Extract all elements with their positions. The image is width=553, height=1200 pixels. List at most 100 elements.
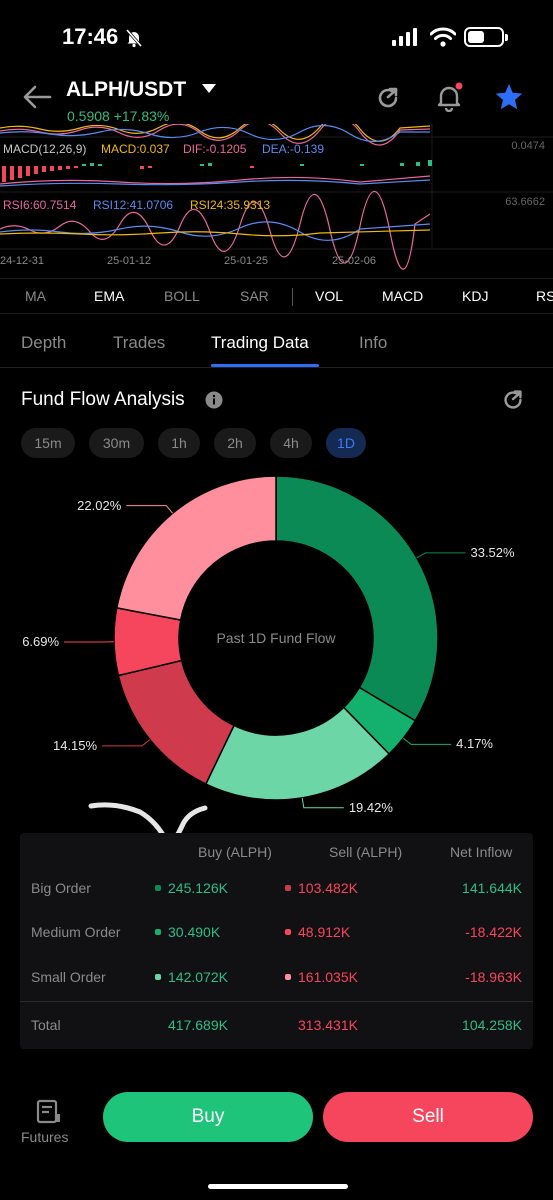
donut-slice[interactable] xyxy=(115,475,277,621)
pair-title[interactable]: ALPH/USDT xyxy=(66,78,187,101)
donut-center-label: Past 1D Fund Flow xyxy=(216,630,336,646)
fund-flow-table: Buy (ALPH) Sell (ALPH) Net Inflow Big Or… xyxy=(20,833,533,1049)
column-header-sell: Sell (ALPH) xyxy=(329,844,403,860)
medium-order-net: -18.422K xyxy=(465,924,522,940)
small-order-buy: 142.072K xyxy=(155,969,228,985)
column-header-buy: Buy (ALPH) xyxy=(198,844,272,860)
tab-trades[interactable]: Trades xyxy=(113,333,166,352)
donut-svg xyxy=(64,475,466,809)
rsi24-value: RSI24:35.9313 xyxy=(190,198,271,212)
dif-value: DIF:-0.1205 xyxy=(183,142,247,156)
big-order-net: 141.644K xyxy=(462,880,522,896)
refresh-icon[interactable] xyxy=(500,387,526,413)
futures-label[interactable]: Futures xyxy=(21,1129,69,1145)
bottom-action-bar: Futures Buy Sell xyxy=(0,1076,553,1166)
timeframe-chip[interactable]: 4h xyxy=(270,428,312,458)
donut-percent-label: 33.52% xyxy=(470,544,515,560)
macd-value: MACD:0.037 xyxy=(101,142,170,156)
macd-label: MACD(12,26,9) xyxy=(3,142,87,156)
indicator-tab-ma[interactable]: MA xyxy=(25,288,46,304)
row-label-total: Total xyxy=(31,1017,61,1033)
date-label: 25-01-25 xyxy=(224,255,269,267)
column-header-net-inflow: Net Inflow xyxy=(450,844,513,860)
donut-percent-label: 19.42% xyxy=(348,799,393,815)
indicator-tab-rsi[interactable]: RS xyxy=(536,288,553,304)
legend-dot xyxy=(285,974,291,981)
info-icon[interactable] xyxy=(205,391,223,409)
bell-off-icon xyxy=(125,29,143,48)
donut-leader-line xyxy=(301,797,344,809)
row-label-medium-order: Medium Order xyxy=(31,924,121,940)
indicator-tab-ema[interactable]: EMA xyxy=(94,288,125,304)
table-divider xyxy=(20,1001,533,1002)
donut-percent-label: 22.02% xyxy=(77,497,122,513)
date-label: 25-01-12 xyxy=(107,255,152,267)
back-arrow-icon[interactable] xyxy=(22,84,52,110)
indicator-tab-macd[interactable]: MACD xyxy=(382,288,424,304)
timeframe-chip[interactable]: 2h xyxy=(214,428,256,458)
home-indicator[interactable] xyxy=(208,1184,348,1189)
price-change: 0.5908 +17.83% xyxy=(67,108,170,124)
indicator-tab-boll[interactable]: BOLL xyxy=(164,288,200,304)
legend-dot xyxy=(155,885,161,892)
rsi12-value: RSI12:41.0706 xyxy=(93,198,174,212)
battery-icon xyxy=(464,27,508,47)
futures-icon[interactable] xyxy=(36,1099,62,1125)
big-order-sell: 103.482K xyxy=(285,880,358,896)
caret-down-icon[interactable] xyxy=(202,84,216,94)
fund-flow-donut-chart: Past 1D Fund Flow 33.52% 4.17% 19.42% 14.15… xyxy=(0,470,553,820)
status-time: 17:46 xyxy=(62,24,119,49)
timeframe-chip[interactable]: 15m xyxy=(21,428,75,458)
tab-info[interactable]: Info xyxy=(359,333,388,352)
total-net: 104.258K xyxy=(462,1017,522,1033)
donut-leader-line xyxy=(102,739,151,747)
donut-leader-line xyxy=(402,737,452,745)
medium-order-sell: 48.912K xyxy=(285,924,350,940)
donut-leader-line xyxy=(126,505,174,514)
date-label: 25-02-06 xyxy=(332,255,377,267)
donut-slice[interactable] xyxy=(275,475,439,722)
macd-histogram xyxy=(2,160,432,182)
tab-trading-data[interactable]: Trading Data xyxy=(211,333,309,352)
total-sell: 313.431K xyxy=(298,1017,358,1033)
legend-dot xyxy=(155,974,161,981)
rsi-axis-value: 63.6662 xyxy=(505,196,545,208)
timeframe-chip[interactable]: 30m xyxy=(89,428,144,458)
row-label-big-order: Big Order xyxy=(31,880,91,896)
indicator-tabs: MA EMA BOLL SAR VOL MACD KDJ RS xyxy=(0,278,553,314)
date-label: 24-12-31 xyxy=(0,255,45,267)
main-tabs: Depth Trades Trading Data Info xyxy=(0,318,553,368)
wifi-icon xyxy=(430,27,456,47)
buy-button[interactable]: Buy xyxy=(103,1092,313,1142)
small-order-sell: 161.035K xyxy=(285,969,358,985)
medium-order-buy: 30.490K xyxy=(155,924,220,940)
row-label-small-order: Small Order xyxy=(31,969,106,985)
macd-axis-value: 0.0474 xyxy=(511,140,545,152)
sell-button[interactable]: Sell xyxy=(323,1092,533,1142)
indicator-chart[interactable]: MACD(12,26,9) MACD:0.037 DIF:-0.1205 DEA… xyxy=(0,124,553,274)
favorite-star-icon[interactable] xyxy=(494,82,524,112)
donut-leader-line xyxy=(416,552,466,559)
legend-dot xyxy=(155,929,161,936)
big-order-buy: 245.126K xyxy=(155,880,228,896)
total-buy: 417.689K xyxy=(168,1017,228,1033)
indicator-tab-sar[interactable]: SAR xyxy=(240,288,269,304)
donut-percent-label: 6.69% xyxy=(22,634,60,650)
refresh-icon[interactable] xyxy=(374,84,402,112)
rsi6-value: RSI6:60.7514 xyxy=(3,198,77,212)
indicator-divider xyxy=(292,288,293,306)
signal-icon xyxy=(392,28,417,46)
dea-value: DEA:-0.139 xyxy=(262,142,325,156)
section-title: Fund Flow Analysis xyxy=(21,389,185,410)
timeframe-chip[interactable]: 1h xyxy=(158,428,200,458)
bell-icon[interactable] xyxy=(434,82,464,112)
indicator-tab-kdj[interactable]: KDJ xyxy=(462,288,489,304)
timeframe-chip-active[interactable]: 1D xyxy=(326,428,366,458)
indicator-tab-vol[interactable]: VOL xyxy=(315,288,344,304)
header: ALPH/USDT 0.5908 +17.83% xyxy=(0,70,553,126)
donut-percent-label: 4.17% xyxy=(456,736,493,752)
active-tab-indicator xyxy=(211,364,319,367)
status-bar: 17:46 xyxy=(0,0,553,70)
indicator-lines xyxy=(0,124,553,270)
tab-depth[interactable]: Depth xyxy=(21,333,67,352)
